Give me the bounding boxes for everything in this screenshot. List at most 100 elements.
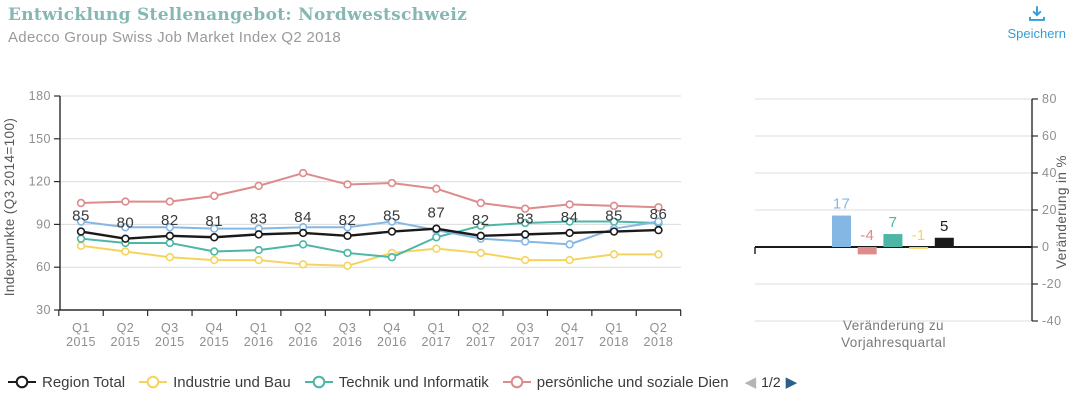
data-point[interactable]: [76, 217, 86, 226]
legend-next-icon[interactable]: ▶: [785, 374, 798, 391]
legend-marker-circle: [312, 375, 326, 389]
data-point[interactable]: [609, 250, 619, 259]
data-point[interactable]: [343, 231, 352, 241]
data-point[interactable]: [298, 228, 308, 238]
data-point[interactable]: [387, 178, 397, 188]
data-point[interactable]: [476, 248, 485, 258]
data-point[interactable]: [210, 233, 219, 242]
data-point[interactable]: [654, 225, 663, 235]
data-point[interactable]: [432, 233, 441, 242]
data-point[interactable]: [565, 228, 574, 238]
page-subtitle: Adecco Group Swiss Job Market Index Q2 2…: [8, 29, 342, 46]
x-axis-title: Vorjahresquartal: [841, 335, 946, 350]
data-point[interactable]: [121, 197, 130, 206]
bar[interactable]: [832, 215, 851, 247]
data-point[interactable]: [76, 241, 86, 251]
legend-item[interactable]: persönliche und soziale Dien: [502, 373, 729, 391]
data-point[interactable]: [254, 181, 263, 191]
legend-item-label: persönliche und soziale Dien: [536, 373, 729, 391]
data-point[interactable]: [654, 203, 663, 212]
x-tick-label-quarter: Q3: [161, 321, 179, 335]
data-point[interactable]: [654, 250, 663, 259]
x-tick-label-quarter: Q3: [339, 321, 357, 335]
save-label: Speichern: [1007, 26, 1066, 41]
data-point[interactable]: [609, 227, 619, 236]
x-tick-label-year: 2016: [377, 335, 407, 349]
data-point[interactable]: [432, 184, 441, 193]
data-point[interactable]: [210, 247, 219, 256]
x-tick-label-quarter: Q4: [205, 321, 223, 335]
y-axis-title: Indexpunkte (Q3 2014=100): [2, 118, 17, 297]
x-tick-label-quarter: Q2: [650, 321, 668, 335]
data-point[interactable]: [387, 227, 397, 236]
data-point[interactable]: [565, 240, 574, 249]
y-tick-label: 0: [1042, 240, 1049, 254]
data-point[interactable]: [343, 261, 352, 270]
data-point[interactable]: [76, 198, 86, 208]
legend-item[interactable]: Technik und Informatik: [304, 374, 489, 391]
data-point[interactable]: [520, 218, 530, 228]
data-point[interactable]: [298, 260, 308, 269]
data-point[interactable]: [520, 255, 530, 265]
data-point[interactable]: [343, 223, 352, 232]
legend-item[interactable]: Region Total: [8, 374, 125, 391]
legend-item[interactable]: Industrie und Bau: [139, 374, 291, 391]
legend-page-indicator: 1/2: [761, 374, 781, 390]
data-point[interactable]: [121, 247, 130, 256]
bar[interactable]: [883, 234, 903, 247]
y-tick-label: 30: [36, 303, 51, 317]
data-point[interactable]: [565, 255, 574, 265]
data-point[interactable]: [210, 255, 219, 265]
legend-marker-circle: [15, 375, 29, 389]
data-point[interactable]: [520, 204, 530, 213]
data-point[interactable]: [121, 234, 130, 243]
data-point[interactable]: [432, 224, 441, 233]
data-point[interactable]: [387, 217, 397, 226]
data-point-label: 86: [650, 206, 668, 223]
bar[interactable]: [909, 247, 929, 249]
data-point[interactable]: [609, 201, 619, 211]
data-point[interactable]: [165, 238, 175, 248]
x-tick-label-year: 2017: [466, 335, 496, 349]
data-point[interactable]: [76, 234, 86, 243]
data-point[interactable]: [210, 191, 219, 201]
data-point[interactable]: [298, 168, 308, 178]
data-point[interactable]: [298, 240, 308, 249]
x-tick-label-year: 2015: [66, 335, 96, 349]
x-tick-label-year: 2017: [555, 335, 585, 349]
data-point[interactable]: [254, 255, 263, 265]
bar[interactable]: [857, 247, 877, 255]
data-point[interactable]: [165, 223, 175, 232]
data-point[interactable]: [254, 230, 263, 239]
save-button[interactable]: Speichern: [1005, 3, 1068, 43]
y-tick-label: 40: [1042, 166, 1057, 180]
data-point[interactable]: [654, 217, 663, 226]
data-point[interactable]: [254, 245, 263, 255]
data-point[interactable]: [476, 231, 485, 241]
bar[interactable]: [934, 237, 954, 247]
data-point[interactable]: [121, 223, 130, 232]
x-tick-label-year: 2016: [333, 335, 363, 349]
legend-marker-circle: [510, 375, 524, 389]
data-point[interactable]: [76, 227, 86, 236]
data-point[interactable]: [343, 248, 352, 258]
data-point[interactable]: [343, 180, 352, 189]
legend-prev-icon[interactable]: ◀: [744, 374, 757, 391]
data-point[interactable]: [476, 221, 485, 231]
data-point[interactable]: [165, 231, 175, 241]
data-point[interactable]: [432, 244, 441, 253]
legend-marker-icon: [502, 375, 531, 389]
data-point[interactable]: [387, 253, 397, 262]
data-point[interactable]: [210, 224, 219, 233]
data-point[interactable]: [520, 237, 530, 246]
data-point[interactable]: [165, 197, 175, 206]
bar-value-label: -1: [912, 227, 926, 244]
data-point[interactable]: [476, 198, 485, 208]
data-point[interactable]: [520, 230, 530, 239]
data-point[interactable]: [565, 200, 574, 209]
series-line: [80, 227, 659, 240]
data-point[interactable]: [165, 253, 175, 262]
x-tick-label-year: 2015: [199, 335, 229, 349]
x-tick-label-year: 2017: [421, 335, 451, 349]
data-point[interactable]: [565, 217, 574, 226]
